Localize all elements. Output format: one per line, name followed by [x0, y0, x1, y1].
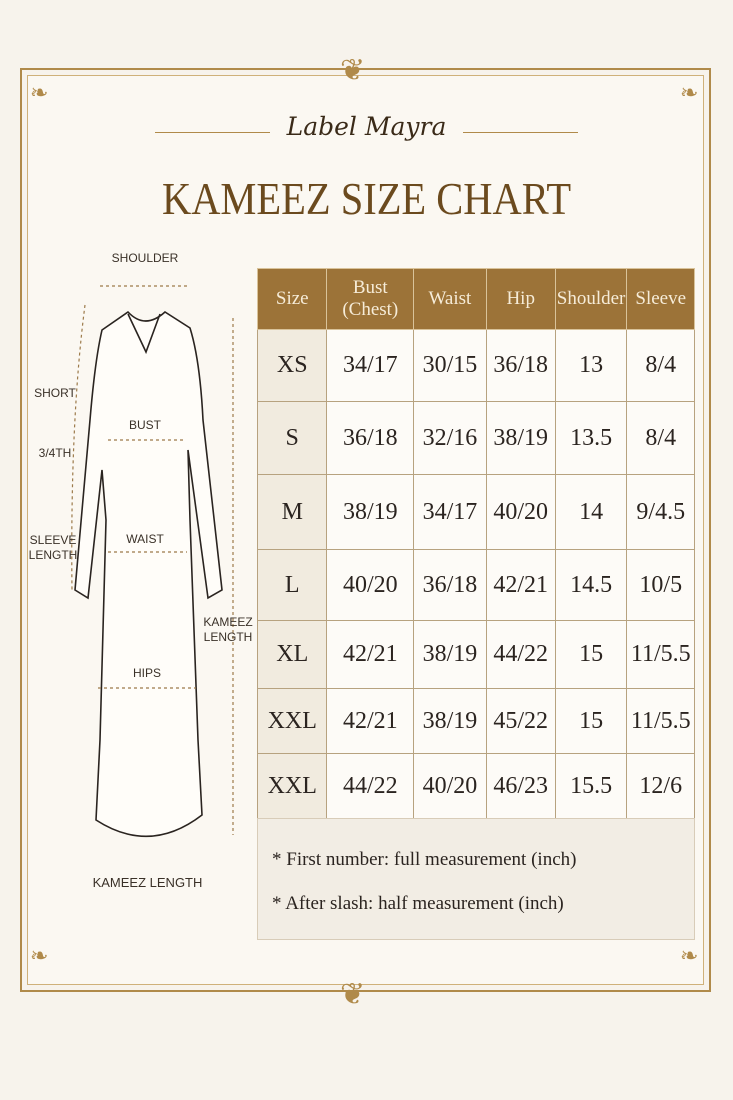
cell-shoulder: 13 — [554, 329, 628, 402]
cell-shoulder: 14 — [554, 474, 628, 550]
cell-sleeve: 11/5.5 — [626, 688, 695, 754]
cell-hip: 40/20 — [485, 474, 556, 550]
cell-size: S — [256, 401, 328, 475]
bottom-ornament-icon: ❦ — [340, 978, 366, 1011]
table-row: S 36/18 32/16 38/19 13.5 8/4 — [256, 401, 695, 475]
cell-size: XXL — [256, 753, 328, 820]
cell-shoulder: 15.5 — [554, 753, 628, 820]
header-bust: Bust (Chest) — [326, 268, 415, 330]
cell-waist: 38/19 — [413, 620, 487, 689]
header-sleeve: Sleeve — [626, 268, 695, 330]
table-header-row: Size Bust (Chest) Waist Hip Shoulder Sle… — [256, 268, 695, 330]
cell-size: M — [256, 474, 328, 550]
cell-sleeve: 12/6 — [626, 753, 695, 820]
cell-shoulder: 13.5 — [554, 401, 628, 475]
label-kameez-length: KAMEEZ LENGTH — [200, 615, 256, 645]
table-row: XL 42/21 38/19 44/22 15 11/5.5 — [256, 620, 695, 689]
notes-box: * First number: full measurement (inch) … — [257, 818, 695, 940]
divider — [463, 132, 578, 133]
kameez-outline — [74, 310, 223, 838]
label-kameez-length-bottom: KAMEEZ LENGTH — [92, 875, 203, 890]
table-row: M 38/19 34/17 40/20 14 9/4.5 — [256, 474, 695, 550]
note-full-measurement: * First number: full measurement (inch) — [272, 849, 577, 870]
cell-size: XXL — [256, 688, 328, 754]
cell-bust: 36/18 — [326, 401, 415, 475]
cell-size: L — [256, 549, 328, 621]
label-short: SHORT — [34, 386, 76, 400]
cell-bust: 42/21 — [326, 620, 415, 689]
label-shoulder: SHOULDER — [111, 251, 179, 265]
cell-shoulder: 14.5 — [554, 549, 628, 621]
top-ornament-icon: ❦ — [340, 54, 366, 87]
cell-shoulder: 15 — [554, 688, 628, 754]
cell-bust: 42/21 — [326, 688, 415, 754]
cell-size: XL — [256, 620, 328, 689]
table-row: L 40/20 36/18 42/21 14.5 10/5 — [256, 549, 695, 621]
size-chart-table: Size Bust (Chest) Waist Hip Shoulder Sle… — [256, 268, 695, 820]
corner-ornament-icon: ❧ — [680, 80, 699, 105]
corner-ornament-icon: ❧ — [680, 943, 699, 968]
cell-waist: 36/18 — [413, 549, 487, 621]
label-waist: WAIST — [126, 532, 164, 546]
label-three-fourth: 3/4TH — [38, 446, 72, 460]
cell-hip: 45/22 — [485, 688, 556, 754]
label-line: LENGTH — [203, 630, 253, 644]
cell-sleeve: 11/5.5 — [626, 620, 695, 689]
label-line: KAMEEZ — [203, 615, 253, 629]
table-row: XS 34/17 30/15 36/18 13 8/4 — [256, 329, 695, 402]
cell-bust: 34/17 — [326, 329, 415, 402]
table-row: XXL 42/21 38/19 45/22 15 11/5.5 — [256, 688, 695, 754]
kameez-diagram — [71, 285, 234, 838]
corner-ornament-icon: ❧ — [30, 80, 49, 105]
cell-shoulder: 15 — [554, 620, 628, 689]
header-hip: Hip — [485, 268, 556, 330]
label-line: LENGTH — [28, 548, 78, 562]
brand-logo: Label Mayra — [286, 112, 447, 141]
cell-waist: 40/20 — [413, 753, 487, 820]
cell-waist: 38/19 — [413, 688, 487, 754]
corner-ornament-icon: ❧ — [30, 943, 49, 968]
cell-sleeve: 10/5 — [626, 549, 695, 621]
header-size: Size — [256, 268, 328, 330]
cell-bust: 44/22 — [326, 753, 415, 820]
cell-bust: 38/19 — [326, 474, 415, 550]
label-hips: HIPS — [132, 666, 161, 680]
cell-waist: 30/15 — [413, 329, 487, 402]
cell-sleeve: 9/4.5 — [626, 474, 695, 550]
page-title: KAMEEZ SIZE CHART — [161, 173, 572, 224]
cell-hip: 38/19 — [485, 401, 556, 475]
header-waist: Waist — [413, 268, 487, 330]
decorative-frame — [20, 68, 711, 992]
cell-hip: 46/23 — [485, 753, 556, 820]
label-sleeve-length: SLEEVE LENGTH — [28, 533, 78, 563]
cell-hip: 36/18 — [485, 329, 556, 402]
cell-hip: 44/22 — [485, 620, 556, 689]
neckline — [127, 313, 161, 355]
cell-waist: 32/16 — [413, 401, 487, 475]
cell-hip: 42/21 — [485, 549, 556, 621]
cell-sleeve: 8/4 — [626, 329, 695, 402]
sleeve-measure-line — [71, 304, 86, 591]
cell-bust: 40/20 — [326, 549, 415, 621]
label-bust: BUST — [128, 418, 161, 432]
divider — [155, 132, 270, 133]
cell-sleeve: 8/4 — [626, 401, 695, 475]
cell-size: XS — [256, 329, 328, 402]
table-row: XXL 44/22 40/20 46/23 15.5 12/6 — [256, 753, 695, 820]
note-half-measurement: * After slash: half measurement (inch) — [272, 893, 564, 914]
label-line: SLEEVE — [29, 533, 77, 547]
cell-waist: 34/17 — [413, 474, 487, 550]
header-shoulder: Shoulder — [554, 268, 628, 330]
